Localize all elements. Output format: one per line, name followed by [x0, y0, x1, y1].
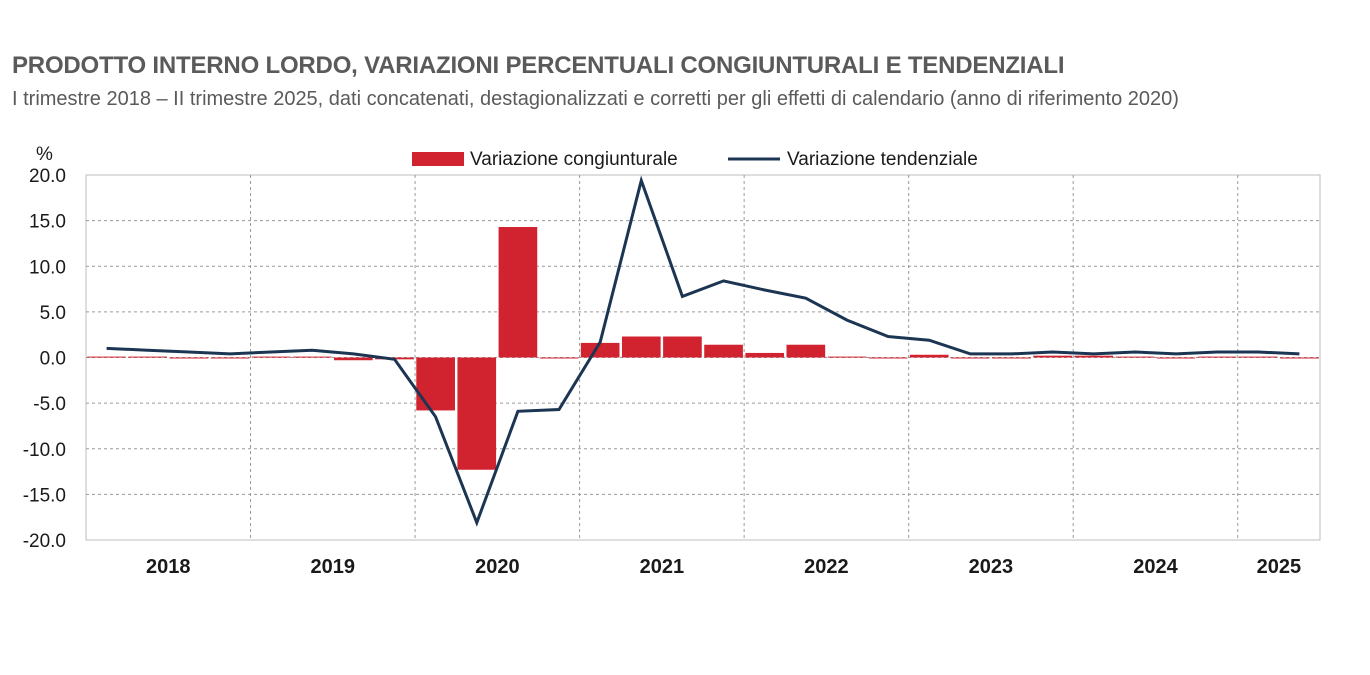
y-tick-label: -15.0 [23, 485, 66, 506]
bar-congiunturale [1033, 355, 1072, 358]
y-axis-unit-label: % [36, 144, 53, 165]
line-layer [106, 175, 1300, 527]
bar-congiunturale [251, 356, 291, 358]
x-tick-label: 2022 [804, 556, 849, 578]
bar-congiunturale [128, 356, 168, 358]
x-tick-label: 2018 [146, 556, 191, 578]
x-tick-label: 2024 [1133, 556, 1178, 578]
bar-congiunturale [1197, 356, 1237, 358]
bar-congiunturale [1074, 355, 1114, 358]
chart-subtitle: I trimestre 2018 – II trimestre 2025, da… [12, 88, 1179, 110]
y-tick-label: 20.0 [29, 166, 66, 187]
y-tick-label: -10.0 [23, 440, 66, 461]
bar-congiunturale [457, 357, 497, 470]
bar-congiunturale [210, 357, 250, 359]
grid-layer [85, 174, 1321, 541]
bar-congiunturale [580, 342, 620, 358]
legend: Variazione congiunturale Variazione tend… [412, 149, 978, 170]
bar-congiunturale [539, 357, 579, 359]
legend-label-tendenziale: Variazione tendenziale [787, 149, 978, 170]
x-tick-label: 2021 [640, 556, 685, 578]
y-tick-label: 10.0 [29, 257, 66, 278]
y-tick-label: 5.0 [40, 303, 66, 324]
y-tick-label: -5.0 [33, 394, 66, 415]
bar-congiunturale [621, 336, 661, 358]
chart-title: PRODOTTO INTERNO LORDO, VARIAZIONI PERCE… [12, 52, 1065, 79]
bar-congiunturale [1238, 356, 1278, 358]
bar-congiunturale [992, 357, 1031, 359]
x-tick-label: 2019 [311, 556, 356, 578]
y-tick-label: 0.0 [40, 349, 66, 370]
bar-congiunturale [909, 354, 949, 358]
y-tick-label: -20.0 [23, 531, 66, 552]
bar-congiunturale [416, 357, 455, 411]
bars-layer [87, 227, 1319, 470]
bar-congiunturale [663, 336, 702, 358]
bar-congiunturale [745, 352, 785, 358]
bar-congiunturale [292, 356, 332, 358]
bar-congiunturale [169, 357, 209, 359]
bar-congiunturale [827, 356, 867, 358]
bar-congiunturale [1115, 356, 1155, 358]
bar-congiunturale [868, 357, 908, 359]
x-tick-label: 2023 [969, 556, 1014, 578]
legend-label-congiunturale: Variazione congiunturale [470, 149, 678, 170]
line-tendenziale [106, 175, 1300, 527]
bar-congiunturale [334, 357, 373, 361]
y-tick-label: 15.0 [29, 212, 66, 233]
legend-swatch-congiunturale [412, 152, 464, 166]
bar-congiunturale [704, 344, 743, 358]
bar-congiunturale [786, 344, 826, 358]
bar-congiunturale [1280, 357, 1319, 359]
x-tick-label: 2025 [1257, 556, 1302, 578]
x-tick-label: 2020 [475, 556, 520, 578]
bar-congiunturale [87, 356, 126, 358]
bar-congiunturale [1156, 357, 1196, 359]
bar-congiunturale [951, 357, 990, 359]
axis-layer: 20.0 15.0 10.0 5.0 0.0 -5.0 -10.0 -15.0 -20.0 201… [23, 166, 1301, 578]
bar-congiunturale [498, 227, 538, 358]
